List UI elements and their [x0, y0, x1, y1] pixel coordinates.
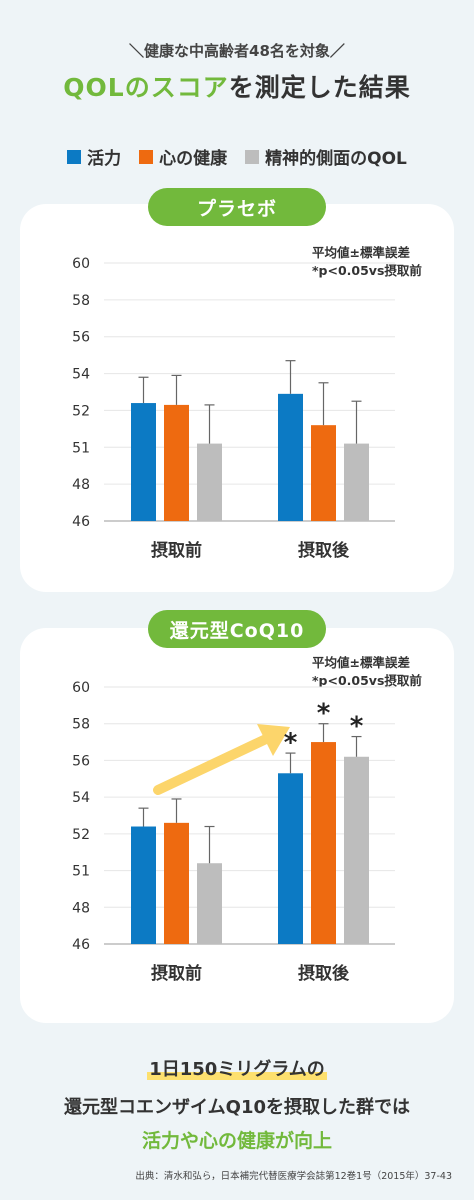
placebo-y-tick-label: 52 [72, 403, 90, 419]
placebo-chart: 46 48 51 52 54 56 58 60 摂取前 摂取後 [72, 256, 395, 561]
legend-swatch-mental-health [139, 149, 154, 164]
coq10-note-line1: 平均値±標準誤差 [312, 655, 410, 670]
placebo-note-line2: *p<0.05vs摂取前 [312, 263, 422, 278]
legend-item-mental-health: 心の健康 [139, 144, 227, 169]
conclusion-line2: 還元型コエンザイムQ10を摂取した群では [64, 1097, 410, 1118]
placebo-y-tick-label: 56 [72, 330, 90, 346]
coq10-bar-vitality [278, 773, 303, 944]
placebo-chart-card [20, 204, 454, 592]
placebo-y-tick-label: 46 [72, 514, 90, 530]
conclusion-line1: 1日150ミリグラムの [0, 1055, 474, 1081]
placebo-y-tick-label: 54 [72, 367, 90, 383]
coq10-chart-note: 平均値±標準誤差 *p<0.05vs摂取前 [312, 654, 422, 690]
placebo-category-label: 摂取前 [151, 540, 202, 561]
page-title-accent: QOLのスコア [63, 73, 229, 102]
placebo-y-tick-label: 51 [72, 440, 90, 456]
source-citation: 出典：清水和弘ら，日本補完代替医療学会誌第12巻1号（2015年）37-43 [135, 1171, 452, 1182]
placebo-y-tick-label: 60 [72, 256, 90, 272]
coq10-chart-card [20, 628, 454, 1023]
coq10-bar-mental-health [311, 742, 336, 944]
legend-label-vitality: 活力 [87, 149, 122, 169]
legend: 活力 心の健康 精神的側面のQOL [0, 144, 474, 169]
coq10-y-tick-label: 60 [72, 680, 90, 696]
placebo-bar-mental-health [164, 404, 189, 521]
placebo-y-tick-label: 58 [72, 293, 90, 309]
coq10-y-tick-label: 56 [72, 753, 90, 769]
coq10-bar-mental-health [164, 822, 189, 944]
coq10-note-line2: *p<0.05vs摂取前 [312, 673, 422, 688]
legend-item-mental-qol: 精神的側面のQOL [245, 144, 407, 169]
placebo-bar-vitality [131, 403, 156, 521]
placebo-note-line1: 平均値±標準誤差 [312, 245, 410, 260]
coq10-category-label: 摂取後 [298, 963, 350, 984]
coq10-chart-title: 還元型CoQ10 [148, 610, 326, 648]
placebo-bar-mental-qol [197, 443, 222, 521]
coq10-significance-mark: * [317, 699, 331, 729]
coq10-bar-mental-qol [197, 863, 222, 944]
placebo-chart-note: 平均値±標準誤差 *p<0.05vs摂取前 [312, 244, 422, 280]
placebo-category-label: 摂取後 [298, 540, 350, 561]
coq10-y-tick-label: 48 [72, 900, 90, 916]
coq10-trend-arrow-shaft [153, 734, 271, 795]
conclusion-line3: 活力や心の健康が向上 [141, 1130, 332, 1152]
placebo-chart-title: プラセボ [148, 188, 326, 226]
coq10-y-tick-label: 51 [72, 864, 90, 880]
page-title: QOLのスコアを測定した結果 [0, 68, 474, 104]
placebo-y-tick-label: 48 [72, 477, 90, 493]
header-subtitle: ＼健康な中高齢者48名を対象／ [129, 42, 345, 60]
placebo-bar-vitality [278, 393, 303, 521]
placebo-bar-mental-qol [344, 443, 369, 521]
legend-swatch-mental-qol [245, 149, 260, 164]
coq10-significance-mark: * [350, 712, 364, 742]
legend-label-mental-qol: 精神的側面のQOL [265, 149, 407, 169]
coq10-y-tick-label: 54 [72, 790, 90, 806]
coq10-chart: 46 48 51 52 54 56 58 60 摂取前 * * * 摂取後 [72, 680, 395, 984]
coq10-y-tick-label: 46 [72, 937, 90, 953]
legend-swatch-vitality [67, 149, 82, 164]
legend-label-mental-health: 心の健康 [159, 149, 228, 169]
coq10-y-tick-label: 52 [72, 827, 90, 843]
page-title-rest: を測定した結果 [228, 73, 411, 102]
coq10-y-tick-label: 58 [72, 717, 90, 733]
legend-item-vitality: 活力 [67, 144, 121, 169]
coq10-bar-mental-qol [344, 756, 369, 944]
placebo-bar-mental-health [311, 425, 336, 521]
coq10-significance-mark: * [284, 728, 298, 758]
coq10-trend-arrow-head [257, 724, 290, 756]
coq10-bar-vitality [131, 826, 156, 944]
conclusion-line1-text: 1日150ミリグラムの [147, 1059, 327, 1080]
coq10-category-label: 摂取前 [151, 963, 202, 984]
